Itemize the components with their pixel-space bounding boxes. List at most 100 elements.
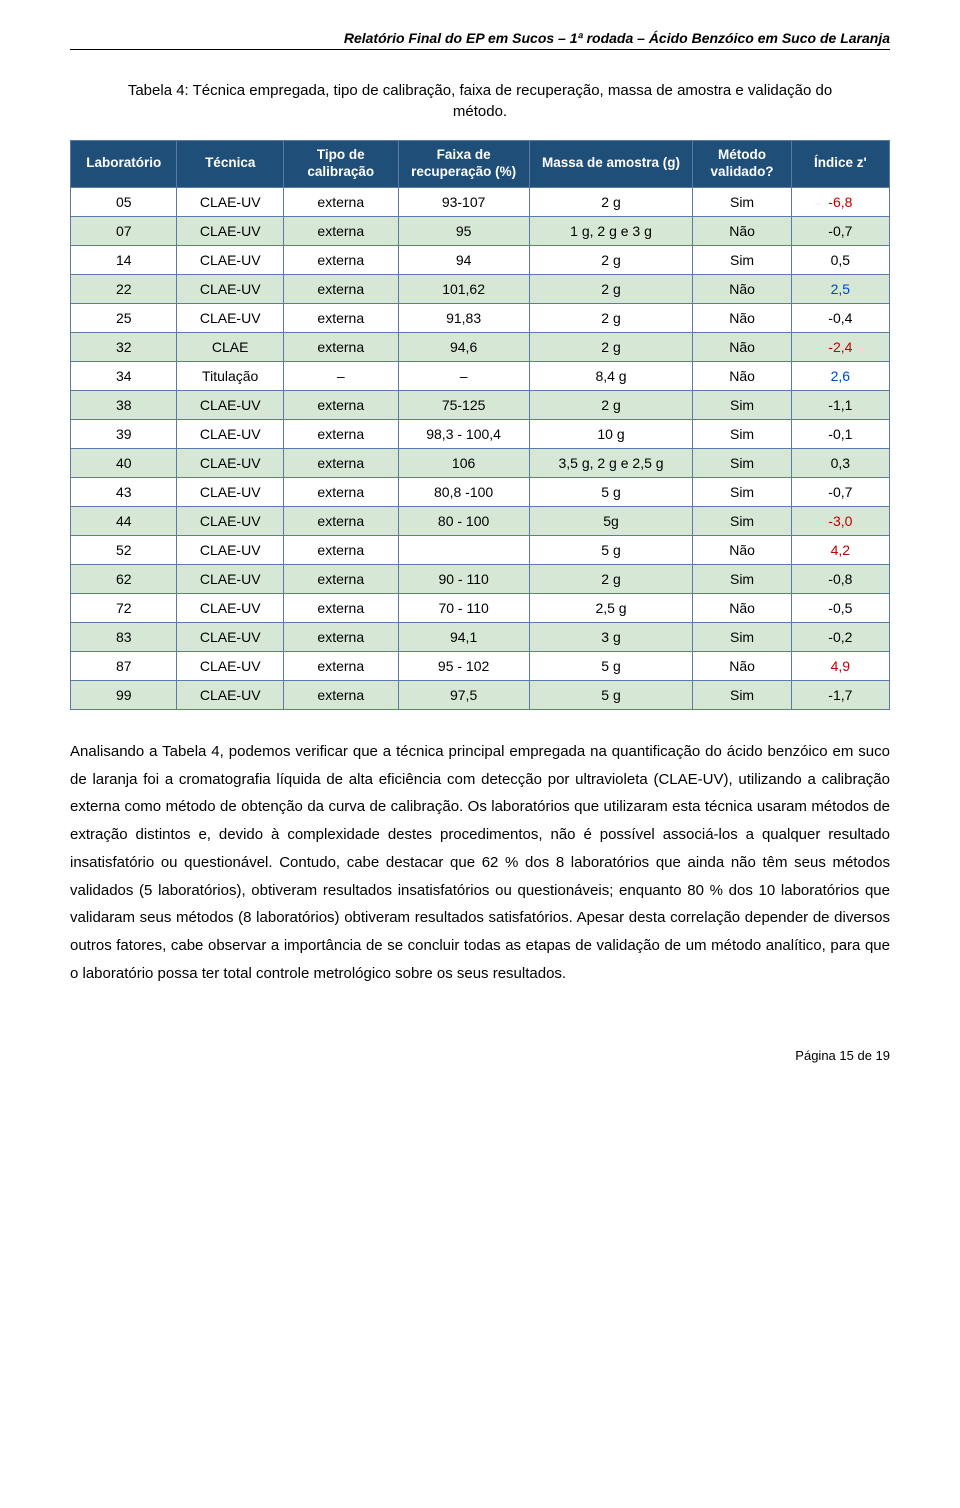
cell-faixa: 80,8 -100 bbox=[398, 477, 529, 506]
cell-validado: Não bbox=[693, 303, 791, 332]
cell-indice: -1,7 bbox=[791, 680, 889, 709]
table-row: 44CLAE-UVexterna80 - 1005gSim-3,0 bbox=[71, 506, 890, 535]
cell-massa: 5 g bbox=[529, 535, 693, 564]
table-row: 72CLAE-UVexterna70 - 1102,5 gNão-0,5 bbox=[71, 593, 890, 622]
cell-faixa: 94,6 bbox=[398, 332, 529, 361]
cell-massa: 5 g bbox=[529, 680, 693, 709]
cell-calibracao: externa bbox=[283, 477, 398, 506]
cell-validado: Não bbox=[693, 274, 791, 303]
cell-lab: 83 bbox=[71, 622, 177, 651]
table-row: 52CLAE-UVexterna5 gNão4,2 bbox=[71, 535, 890, 564]
cell-tecnica: CLAE-UV bbox=[177, 216, 283, 245]
cell-tecnica: Titulação bbox=[177, 361, 283, 390]
cell-tecnica: CLAE-UV bbox=[177, 448, 283, 477]
cell-faixa: 101,62 bbox=[398, 274, 529, 303]
col-indice: Índice z' bbox=[791, 141, 889, 188]
cell-tecnica: CLAE-UV bbox=[177, 303, 283, 332]
cell-massa: 10 g bbox=[529, 419, 693, 448]
table-row: 38CLAE-UVexterna75-1252 gSim-1,1 bbox=[71, 390, 890, 419]
cell-calibracao: externa bbox=[283, 274, 398, 303]
cell-faixa: 90 - 110 bbox=[398, 564, 529, 593]
cell-tecnica: CLAE-UV bbox=[177, 274, 283, 303]
cell-faixa: 95 - 102 bbox=[398, 651, 529, 680]
cell-massa: 8,4 g bbox=[529, 361, 693, 390]
cell-lab: 34 bbox=[71, 361, 177, 390]
cell-indice: -0,5 bbox=[791, 593, 889, 622]
table-row: 99CLAE-UVexterna97,55 gSim-1,7 bbox=[71, 680, 890, 709]
col-faixa: Faixa de recuperação (%) bbox=[398, 141, 529, 188]
cell-tecnica: CLAE-UV bbox=[177, 245, 283, 274]
cell-massa: 2 g bbox=[529, 274, 693, 303]
cell-validado: Não bbox=[693, 535, 791, 564]
cell-indice: -0,4 bbox=[791, 303, 889, 332]
cell-tecnica: CLAE-UV bbox=[177, 506, 283, 535]
cell-indice: -0,8 bbox=[791, 564, 889, 593]
table-header-row: Laboratório Técnica Tipo de calibração F… bbox=[71, 141, 890, 188]
cell-indice: -2,4 bbox=[791, 332, 889, 361]
cell-faixa: 97,5 bbox=[398, 680, 529, 709]
cell-calibracao: externa bbox=[283, 448, 398, 477]
cell-lab: 99 bbox=[71, 680, 177, 709]
cell-calibracao: externa bbox=[283, 506, 398, 535]
cell-calibracao: externa bbox=[283, 593, 398, 622]
cell-massa: 2 g bbox=[529, 187, 693, 216]
cell-massa: 5 g bbox=[529, 651, 693, 680]
cell-lab: 43 bbox=[71, 477, 177, 506]
cell-tecnica: CLAE-UV bbox=[177, 535, 283, 564]
cell-faixa: – bbox=[398, 361, 529, 390]
cell-massa: 2,5 g bbox=[529, 593, 693, 622]
cell-faixa: 70 - 110 bbox=[398, 593, 529, 622]
cell-massa: 5 g bbox=[529, 477, 693, 506]
cell-calibracao: externa bbox=[283, 332, 398, 361]
cell-faixa: 94 bbox=[398, 245, 529, 274]
cell-indice: 0,5 bbox=[791, 245, 889, 274]
table-row: 25CLAE-UVexterna91,832 gNão-0,4 bbox=[71, 303, 890, 332]
table-caption: Tabela 4: Técnica empregada, tipo de cal… bbox=[120, 80, 840, 122]
table-row: 07CLAE-UVexterna951 g, 2 g e 3 gNão-0,7 bbox=[71, 216, 890, 245]
cell-tecnica: CLAE-UV bbox=[177, 419, 283, 448]
cell-lab: 87 bbox=[71, 651, 177, 680]
cell-tecnica: CLAE-UV bbox=[177, 593, 283, 622]
cell-lab: 22 bbox=[71, 274, 177, 303]
col-massa: Massa de amostra (g) bbox=[529, 141, 693, 188]
cell-validado: Sim bbox=[693, 448, 791, 477]
cell-validado: Não bbox=[693, 216, 791, 245]
cell-faixa: 95 bbox=[398, 216, 529, 245]
cell-massa: 2 g bbox=[529, 564, 693, 593]
cell-tecnica: CLAE-UV bbox=[177, 187, 283, 216]
cell-indice: 2,5 bbox=[791, 274, 889, 303]
cell-validado: Sim bbox=[693, 477, 791, 506]
cell-validado: Não bbox=[693, 361, 791, 390]
table-row: 39CLAE-UVexterna98,3 - 100,410 gSim-0,1 bbox=[71, 419, 890, 448]
cell-calibracao: – bbox=[283, 361, 398, 390]
cell-lab: 25 bbox=[71, 303, 177, 332]
cell-faixa: 80 - 100 bbox=[398, 506, 529, 535]
cell-lab: 32 bbox=[71, 332, 177, 361]
col-tecnica: Técnica bbox=[177, 141, 283, 188]
table-row: 05CLAE-UVexterna93-1072 gSim-6,8 bbox=[71, 187, 890, 216]
cell-faixa: 106 bbox=[398, 448, 529, 477]
cell-lab: 72 bbox=[71, 593, 177, 622]
cell-indice: 4,9 bbox=[791, 651, 889, 680]
cell-calibracao: externa bbox=[283, 419, 398, 448]
cell-validado: Não bbox=[693, 332, 791, 361]
col-validado: Método validado? bbox=[693, 141, 791, 188]
cell-lab: 40 bbox=[71, 448, 177, 477]
cell-validado: Sim bbox=[693, 419, 791, 448]
cell-massa: 2 g bbox=[529, 332, 693, 361]
cell-faixa: 91,83 bbox=[398, 303, 529, 332]
cell-indice: -0,2 bbox=[791, 622, 889, 651]
cell-indice: 2,6 bbox=[791, 361, 889, 390]
table-row: 32CLAEexterna94,62 gNão-2,4 bbox=[71, 332, 890, 361]
cell-lab: 52 bbox=[71, 535, 177, 564]
col-calibracao: Tipo de calibração bbox=[283, 141, 398, 188]
cell-validado: Sim bbox=[693, 187, 791, 216]
cell-lab: 38 bbox=[71, 390, 177, 419]
table-row: 83CLAE-UVexterna94,13 gSim-0,2 bbox=[71, 622, 890, 651]
cell-faixa: 75-125 bbox=[398, 390, 529, 419]
cell-tecnica: CLAE-UV bbox=[177, 564, 283, 593]
cell-validado: Sim bbox=[693, 622, 791, 651]
cell-calibracao: externa bbox=[283, 216, 398, 245]
table-row: 43CLAE-UVexterna80,8 -1005 gSim-0,7 bbox=[71, 477, 890, 506]
cell-validado: Não bbox=[693, 651, 791, 680]
